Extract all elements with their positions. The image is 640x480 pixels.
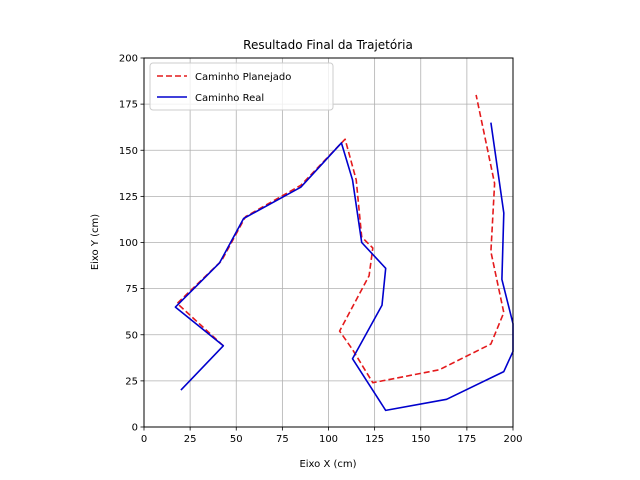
x-tick-label: 50 [230,434,243,445]
x-tick-label: 0 [141,434,147,445]
plot-lines [174,94,514,412]
y-tick-label: 100 [119,238,138,249]
x-tick-label: 175 [457,434,476,445]
x-tick-label: 150 [411,434,430,445]
x-tick-label: 100 [319,434,338,445]
axis-ticks: 0 25 50 75 100 125 150 175 200 0 25 50 75 100 125 150 17… [119,54,523,446]
y-tick-label: 175 [119,100,138,111]
planned-path-line [176,94,505,384]
y-tick-label: 200 [119,54,138,65]
y-tick-label: 25 [125,376,138,387]
x-axis-label: Eixo X (cm) [299,459,356,470]
x-tick-label: 75 [276,434,289,445]
chart-title: Resultado Final da Trajetória [243,38,413,52]
y-tick-label: 150 [119,146,138,157]
x-tick-label: 125 [365,434,384,445]
legend-label-actual: Caminho Real [195,93,264,104]
actual-path-line [174,122,514,412]
y-tick-label: 50 [125,330,138,341]
legend-box [149,62,334,111]
y-tick-label: 0 [132,423,138,434]
y-tick-label: 75 [125,284,138,295]
y-axis-label: Eixo Y (cm) [90,214,101,270]
x-tick-label: 25 [184,434,197,445]
legend-label-planned: Caminho Planejado [195,72,291,83]
y-tick-label: 125 [119,192,138,203]
x-tick-label: 200 [503,434,522,445]
legend: Caminho Planejado Caminho Real [149,62,334,111]
